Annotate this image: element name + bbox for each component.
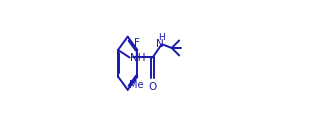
Text: H: H <box>158 33 165 42</box>
Text: F: F <box>134 38 140 47</box>
Text: Me: Me <box>129 80 144 90</box>
Text: N: N <box>156 39 164 49</box>
Text: NH: NH <box>130 53 146 63</box>
Text: O: O <box>148 82 157 92</box>
